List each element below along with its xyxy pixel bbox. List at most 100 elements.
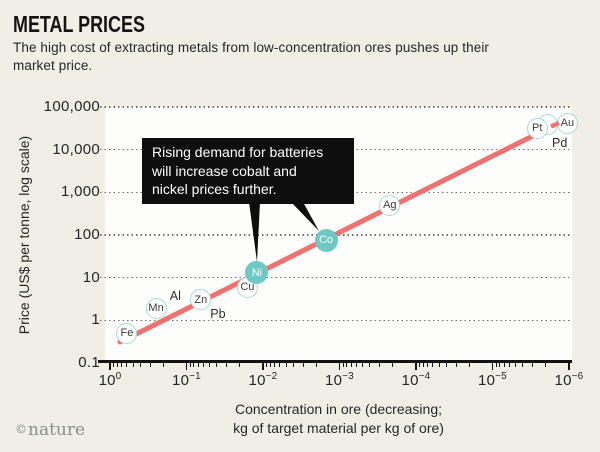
x-tick-exponent: −3 xyxy=(342,371,354,382)
x-tick-label-10−4: 10−4 xyxy=(401,371,431,389)
x-minor-tick xyxy=(149,363,151,367)
x-minor-tick xyxy=(162,363,164,367)
x-minor-tick xyxy=(292,363,294,367)
annotation-line-2: will increase cobalt and xyxy=(152,162,297,179)
x-minor-tick xyxy=(226,363,227,367)
x-axis-label-line-1: Concentration in ore (decreasing; xyxy=(234,401,442,417)
point-pt-label: Pt xyxy=(532,122,543,135)
x-tick-label-10−6: 10−6 xyxy=(554,371,584,389)
x-minor-tick xyxy=(239,363,241,367)
point-co-marker: Co xyxy=(314,228,338,252)
callout-pointer-co xyxy=(291,202,319,231)
x-minor-tick xyxy=(113,363,114,367)
point-al-label: Al xyxy=(169,288,181,303)
point-fe-marker: Fe xyxy=(116,322,138,344)
point-pd-label: Pd xyxy=(552,135,568,150)
x-minor-tick xyxy=(302,363,304,367)
x-axis-label: Concentration in ore (decreasing; kg of … xyxy=(105,400,572,437)
x-minor-tick xyxy=(445,363,447,367)
x-minor-tick xyxy=(522,363,524,367)
x-tick-10−1 xyxy=(185,363,188,370)
subtitle-line-2: market price. xyxy=(13,58,93,73)
x-tick-exponent: −2 xyxy=(265,371,278,382)
annotation-box: Rising demand for batteries will increas… xyxy=(142,138,354,204)
x-tick-10−5 xyxy=(491,363,494,370)
x-minor-tick xyxy=(362,363,364,367)
x-minor-tick xyxy=(422,363,424,367)
annotation-line-3: nickel prices further. xyxy=(152,181,277,197)
point-au-marker: Au xyxy=(556,112,578,134)
x-minor-tick xyxy=(209,363,211,367)
x-tick-label-100: 100 xyxy=(98,371,122,389)
subtitle-line-1: The high cost of extracting metals from … xyxy=(13,40,490,55)
x-axis-line xyxy=(98,360,572,364)
y-tick-label-100,000: 100,000 xyxy=(43,98,100,115)
x-minor-tick xyxy=(545,363,547,367)
y-tick-label-1: 1 xyxy=(91,311,100,329)
x-minor-tick xyxy=(121,363,123,367)
y-tick-label-100: 100 xyxy=(74,226,100,243)
x-minor-tick xyxy=(116,363,118,367)
gridline-1 xyxy=(100,319,572,322)
x-minor-tick xyxy=(285,363,287,367)
x-minor-tick xyxy=(269,363,271,367)
point-pb-label: Pb xyxy=(210,306,226,321)
x-minor-tick xyxy=(279,363,281,367)
point-ni-marker: Ni xyxy=(245,261,269,285)
x-minor-tick xyxy=(455,363,457,367)
point-ag-label: Ag xyxy=(383,199,397,212)
point-zn-marker: Zn xyxy=(190,289,212,311)
annotation-line-1: Rising demand for batteries xyxy=(152,144,324,160)
x-minor-tick xyxy=(193,363,195,367)
x-axis-label-line-2: kg of target material per kg of ore) xyxy=(233,419,444,436)
callout-pointer-ni xyxy=(249,202,260,262)
x-minor-tick xyxy=(202,363,204,367)
x-tick-label-10−5: 10−5 xyxy=(478,371,507,389)
x-minor-tick xyxy=(266,363,267,367)
point-mn-marker: Mn xyxy=(145,297,167,319)
x-minor-tick xyxy=(139,363,141,367)
point-ni-label: Ni xyxy=(251,266,263,279)
x-minor-tick xyxy=(419,363,420,367)
point-fe-label: Fe xyxy=(120,327,134,340)
point-zn-label: Zn xyxy=(194,293,208,306)
x-minor-tick xyxy=(216,363,218,367)
point-ag-marker: Ag xyxy=(379,194,401,216)
x-minor-tick xyxy=(315,363,317,367)
y-tick-label-10,000: 10,000 xyxy=(52,140,100,158)
x-minor-tick xyxy=(346,363,348,367)
x-minor-tick xyxy=(126,363,128,367)
x-tick-10−4 xyxy=(415,363,417,370)
point-au-label: Au xyxy=(560,117,575,130)
nature-logo: ©nature xyxy=(15,420,85,440)
x-minor-tick xyxy=(189,363,191,367)
x-minor-tick xyxy=(392,363,394,367)
x-tick-10−3 xyxy=(338,363,341,370)
point-co-label: Co xyxy=(318,234,334,247)
x-minor-tick xyxy=(369,363,371,367)
x-minor-tick xyxy=(132,363,134,367)
page-title: METAL PRICES xyxy=(13,11,145,37)
x-tick-label-10−2: 10−2 xyxy=(248,371,278,389)
brand-name: nature xyxy=(28,420,86,440)
x-minor-tick xyxy=(438,363,440,367)
x-minor-tick xyxy=(503,363,505,367)
x-tick-exponent: −6 xyxy=(571,371,584,382)
y-tick-label-10: 10 xyxy=(82,268,100,286)
trend-line-tip xyxy=(550,120,560,129)
gridline-10 xyxy=(100,276,572,279)
x-minor-tick xyxy=(468,363,470,367)
x-tick-100 xyxy=(109,363,111,370)
point-pt-marker: Pt xyxy=(526,117,548,139)
x-tick-label-10−1: 10−1 xyxy=(172,371,201,389)
x-tick-exponent: −5 xyxy=(495,371,507,382)
x-minor-tick xyxy=(495,363,497,367)
gridline-100,000 xyxy=(100,106,572,108)
x-minor-tick xyxy=(515,363,517,367)
x-tick-exponent: −1 xyxy=(189,371,201,382)
x-tick-10−2 xyxy=(262,363,264,370)
x-tick-exponent: 0 xyxy=(115,371,122,382)
x-minor-tick xyxy=(350,363,352,367)
x-minor-tick xyxy=(274,363,276,367)
